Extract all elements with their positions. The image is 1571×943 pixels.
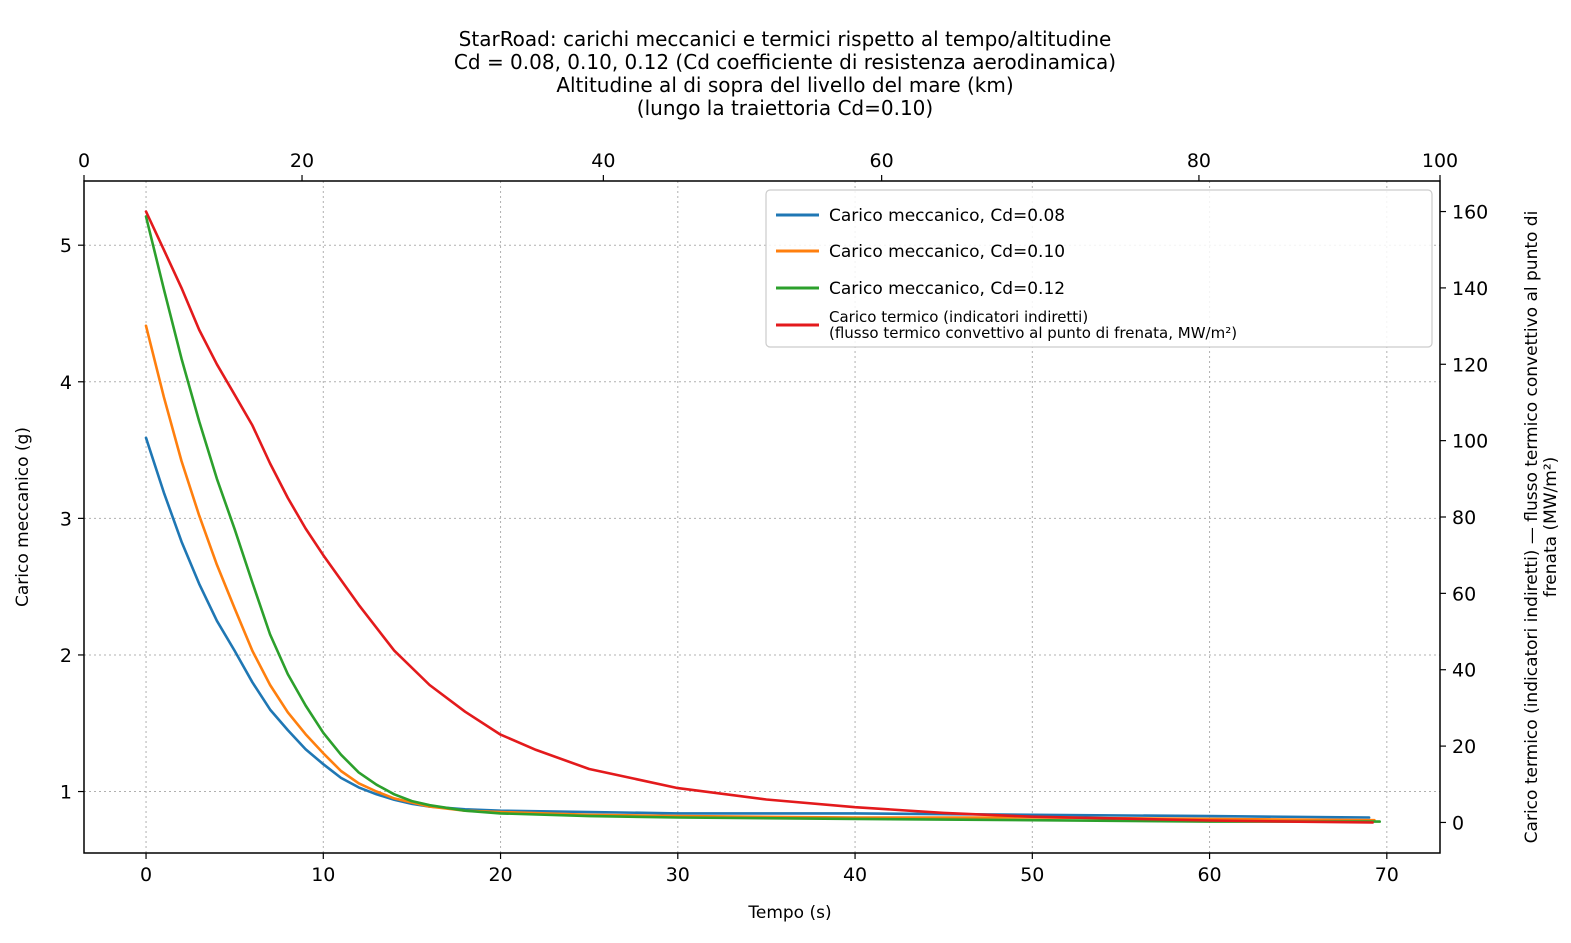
- y2-tick-label-60: 60: [1452, 583, 1476, 605]
- top-tick-label-0: 0: [78, 150, 90, 172]
- legend-label-cd012: Carico meccanico, Cd=0.12: [829, 279, 1065, 299]
- y2-tick-label-140: 140: [1452, 278, 1488, 300]
- y-axis-label: Carico meccanico (g): [13, 427, 33, 607]
- x-tick-label-40: 40: [843, 864, 867, 886]
- x-tick-label-20: 20: [488, 864, 512, 886]
- y2-tick-label-0: 0: [1452, 812, 1464, 834]
- y-tick-label-4: 4: [60, 372, 72, 394]
- ticks: 0 10 20 30 40 50 60 701234502040608010012014016…: [60, 150, 1488, 886]
- y2-axis-label-line-1: Carico termico (indicatori indiretti) — …: [1522, 211, 1542, 844]
- chart-title-line-3: Altitudine al di sopra del livello del m…: [556, 73, 1013, 97]
- x-tick-label-60: 60: [1197, 864, 1221, 886]
- y2-tick-label-20: 20: [1452, 736, 1476, 758]
- y-tick-label-2: 2: [60, 645, 72, 667]
- legend-label-thermal-line-1: Carico termico (indicatori indiretti): [829, 308, 1088, 326]
- legend-label-cd010: Carico meccanico, Cd=0.10: [829, 242, 1065, 262]
- y2-tick-label-80: 80: [1452, 507, 1476, 529]
- chart-title-line-1: StarRoad: carichi meccanici e termici ri…: [459, 27, 1112, 51]
- chart-title: StarRoad: carichi meccanici e termici ri…: [454, 27, 1116, 120]
- x-tick-label-50: 50: [1020, 864, 1044, 886]
- x-tick-label-10: 10: [311, 864, 335, 886]
- series-line-2: [144, 215, 1381, 823]
- top-tick-label-80: 80: [1187, 150, 1211, 172]
- x-tick-label-70: 70: [1375, 864, 1399, 886]
- top-tick-label-40: 40: [591, 150, 615, 172]
- y2-tick-label-160: 160: [1452, 202, 1488, 224]
- y2-axis-label-line-2: frenata (MW/m²): [1541, 457, 1561, 598]
- chart-title-line-4: (lungo la traiettoria Cd=0.10): [637, 96, 933, 120]
- x-tick-label-0: 0: [140, 864, 152, 886]
- series-layer: [144, 210, 1381, 824]
- chart-title-line-2: Cd = 0.08, 0.10, 0.12 (Cd coefficiente d…: [454, 50, 1116, 74]
- y-tick-label-1: 1: [60, 782, 72, 804]
- y2-tick-label-100: 100: [1452, 431, 1488, 453]
- y-tick-label-5: 5: [60, 235, 72, 257]
- series-line-3: [144, 210, 1374, 824]
- series-line-0: [144, 436, 1371, 819]
- x-axis-label: Tempo (s): [747, 903, 831, 923]
- legend: Carico meccanico, Cd=0.08 Carico meccani…: [765, 189, 1433, 348]
- y2-tick-label-40: 40: [1452, 660, 1476, 682]
- x-tick-label-30: 30: [666, 864, 690, 886]
- top-tick-label-20: 20: [290, 150, 314, 172]
- series-line-1: [144, 324, 1376, 822]
- legend-label-thermal-line-2: (flusso termico convettivo al punto di f…: [829, 324, 1237, 342]
- top-tick-label-100: 100: [1422, 150, 1458, 172]
- y-tick-label-3: 3: [60, 508, 72, 530]
- top-tick-label-60: 60: [870, 150, 894, 172]
- legend-label-cd008: Carico meccanico, Cd=0.08: [829, 206, 1065, 226]
- legend-box: [765, 189, 1433, 348]
- y2-tick-label-120: 120: [1452, 354, 1488, 376]
